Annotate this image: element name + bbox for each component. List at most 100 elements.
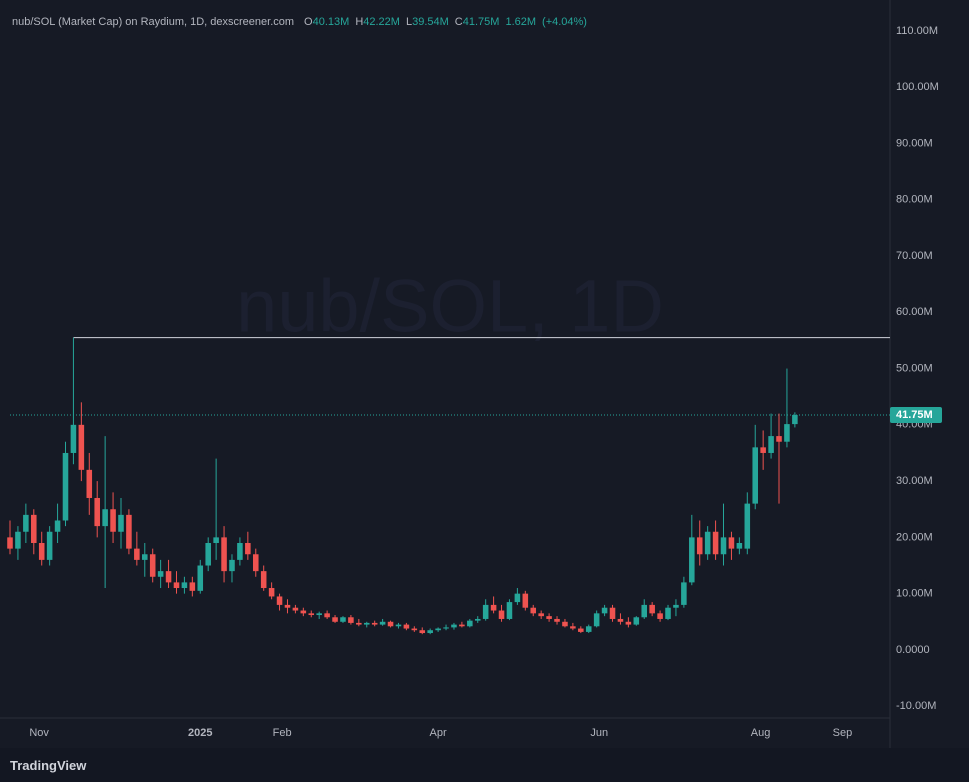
candle-body <box>268 588 275 597</box>
ohlc-key: H <box>355 16 364 28</box>
candle-body <box>324 613 330 618</box>
candle-body <box>498 610 505 619</box>
x-tick-label: Apr <box>430 727 447 739</box>
y-tick-label: 30.00M <box>896 475 933 487</box>
y-tick-label: 70.00M <box>896 250 933 262</box>
candle-body <box>356 622 362 625</box>
candle-body <box>435 628 441 631</box>
candle-body <box>189 582 196 591</box>
candle-body <box>411 628 418 631</box>
candle-body <box>300 610 307 614</box>
candle-body <box>704 531 711 555</box>
candle-body <box>554 618 560 622</box>
candle-body <box>363 622 370 625</box>
y-tick-label: 60.00M <box>896 306 933 318</box>
symbol-title: nub/SOL (Market Cap) on Raydium, 1D, dex… <box>12 16 295 28</box>
y-tick-label: 50.00M <box>896 362 933 374</box>
candle-body <box>474 618 481 621</box>
candle-body <box>316 613 322 616</box>
candle-body <box>31 514 37 544</box>
ohlc-value: 40.13M <box>312 16 350 28</box>
candle-body <box>419 630 426 634</box>
candle-body <box>221 537 227 572</box>
candle-body <box>205 543 211 566</box>
candle-body <box>784 424 790 442</box>
candle-body <box>530 607 537 614</box>
candle-body <box>229 559 235 572</box>
candle-body <box>776 436 782 442</box>
x-tick-label: Jun <box>590 727 608 739</box>
candle-body <box>197 565 204 591</box>
candle-body <box>126 514 132 549</box>
change-pct: (+4.04%) <box>542 16 587 28</box>
candle-body <box>689 537 695 583</box>
y-tick-label: 90.00M <box>896 137 933 149</box>
candle-body <box>514 593 521 603</box>
candle-body <box>696 537 703 555</box>
candle-body <box>617 618 624 622</box>
y-tick-label: 100.00M <box>896 81 939 93</box>
ohlc-key: O <box>304 16 313 28</box>
candle-body <box>284 604 291 608</box>
candle-body <box>252 554 259 572</box>
y-tick-label: 0.0000 <box>896 644 930 656</box>
candle-body <box>142 554 148 560</box>
candle-body <box>7 537 13 549</box>
price-tag-label: 41.75M <box>896 409 933 421</box>
candle-body <box>657 613 663 619</box>
candle-body <box>451 624 457 628</box>
brand: TradingView <box>10 758 87 773</box>
candle-body <box>165 571 172 583</box>
candle-body <box>46 531 53 560</box>
candle-body <box>387 621 394 627</box>
legend: nub/SOL (Market Cap) on Raydium, 1D, dex… <box>12 16 587 28</box>
candle-body <box>102 509 108 527</box>
candle-body <box>712 531 719 555</box>
x-tick-label: Nov <box>29 727 49 739</box>
candle-body <box>276 596 283 605</box>
ohlc-value: 41.75M <box>462 16 500 28</box>
candle-body <box>760 447 766 453</box>
candle-body <box>110 509 116 532</box>
candle-body <box>371 622 378 625</box>
x-tick-label: Aug <box>751 727 771 739</box>
candle-body <box>522 593 529 608</box>
candle-body <box>395 624 402 627</box>
candle-body <box>173 582 180 589</box>
candle-body <box>728 537 735 549</box>
candle-body <box>649 604 655 614</box>
ohlc: O40.13M H42.22M L39.54M C41.75M 1.62M (+4.04%… <box>304 16 587 28</box>
chart: nub/SOL, 1D -10.00M 0.0000 10.00M 20.00M 30.… <box>0 0 942 748</box>
candle-body <box>38 543 45 560</box>
candle-body <box>490 604 497 611</box>
candle-body <box>23 514 29 532</box>
candle-body <box>70 424 77 453</box>
candle-body <box>118 514 124 532</box>
x-tick-label: 2025 <box>188 727 212 739</box>
candle-body <box>149 554 156 577</box>
candle-body <box>641 604 648 618</box>
candle-body <box>538 613 544 617</box>
candle-body <box>78 424 85 470</box>
watermark: nub/SOL, 1D <box>236 265 664 348</box>
footer: TradingView <box>0 748 969 782</box>
ohlc-item: C41.75M <box>455 16 500 28</box>
candle-body <box>308 613 315 616</box>
candle-body <box>332 617 338 622</box>
candle-body <box>181 582 188 589</box>
ohlc-value: 39.54M <box>412 16 449 28</box>
candle-body <box>260 571 267 589</box>
candle-body <box>609 607 616 619</box>
candle-body <box>633 617 640 625</box>
x-tick-label: Sep <box>833 727 853 739</box>
ohlc-value: 42.22M <box>363 16 400 28</box>
candle-body <box>54 520 61 532</box>
candle-body <box>546 616 552 619</box>
candle-body <box>134 548 140 560</box>
candle-body <box>245 543 251 555</box>
candle-body <box>348 617 354 623</box>
candle-body <box>86 469 93 498</box>
candle-body <box>625 621 632 625</box>
candle-body <box>292 607 299 611</box>
